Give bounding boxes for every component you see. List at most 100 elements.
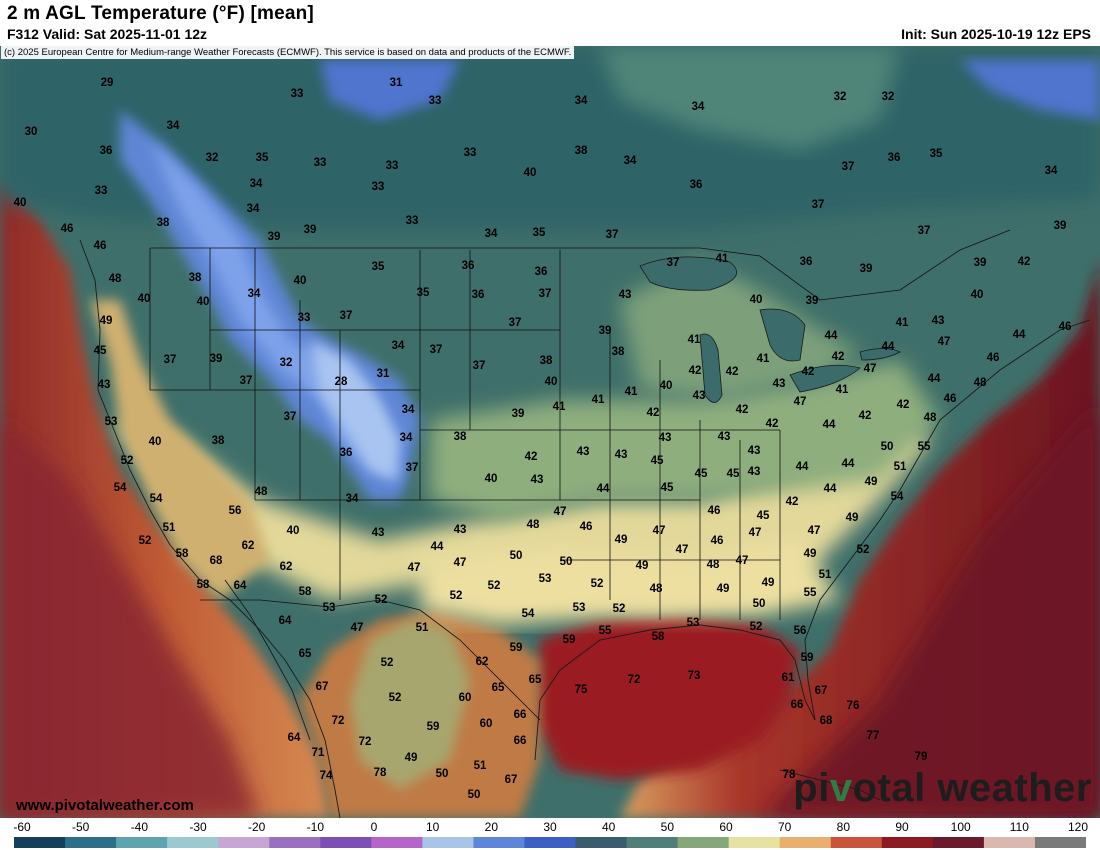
lake-michigan — [699, 333, 723, 403]
temperature-value: 43 — [748, 466, 761, 478]
temperature-value: 67 — [316, 681, 329, 693]
temperature-value: 34 — [248, 288, 261, 300]
temperature-value: 60 — [480, 718, 493, 730]
colorbar-segment — [320, 837, 372, 848]
temperature-value: 48 — [707, 559, 720, 571]
brand-part1: pi — [793, 766, 830, 810]
temperature-value: 46 — [944, 393, 957, 405]
temperature-value: 44 — [823, 419, 836, 431]
temperature-value: 35 — [372, 261, 385, 273]
temperature-value: 59 — [427, 721, 440, 733]
temperature-value: 38 — [454, 431, 467, 443]
temperature-value: 34 — [575, 95, 588, 107]
colorbar-segment — [983, 837, 1036, 848]
temperature-value: 46 — [61, 223, 74, 235]
temperature-value: 35 — [533, 227, 546, 239]
colorbar-segment — [830, 837, 883, 848]
temperature-value: 74 — [320, 770, 333, 782]
colorbar-segment — [269, 837, 321, 848]
temperature-value: 52 — [857, 544, 870, 556]
colorbar-tick: 100 — [950, 820, 971, 834]
temperature-value: 48 — [974, 377, 987, 389]
temperature-value: 79 — [915, 751, 928, 763]
temperature-value: 33 — [314, 157, 327, 169]
temperature-value: 53 — [105, 416, 118, 428]
temperature-value: 42 — [647, 407, 660, 419]
temperature-value: 54 — [114, 482, 127, 494]
temperature-value: 36 — [472, 289, 485, 301]
temperature-value: 44 — [928, 373, 941, 385]
temperature-value: 33 — [386, 160, 399, 172]
colorbar-tick: -10 — [306, 820, 324, 834]
temperature-value: 41 — [896, 317, 909, 329]
temperature-value: 47 — [351, 622, 364, 634]
colorbar-segment — [167, 837, 219, 848]
temperature-value: 53 — [687, 617, 700, 629]
colorbar-segment — [473, 837, 525, 848]
temperature-value: 68 — [820, 715, 833, 727]
temperature-map[interactable]: 29 31 33 33 34 34 32 32 30 34 36 32 35 33 33 33 38 34 36 35… — [0, 46, 1100, 818]
temperature-value: 39 — [806, 295, 819, 307]
temperature-value: 67 — [505, 774, 518, 786]
temperature-value: 39 — [599, 325, 612, 337]
temperature-value: 43 — [454, 524, 467, 536]
temperature-value: 66 — [791, 699, 804, 711]
colorbar-segment — [65, 837, 117, 848]
colorbar-tick: 0 — [370, 820, 378, 834]
temperature-value: 44 — [824, 483, 837, 495]
temperature-value: 32 — [882, 91, 895, 103]
temperature-value: 41 — [757, 353, 770, 365]
central-band — [430, 360, 940, 520]
temperature-value: 40 — [138, 293, 151, 305]
temperature-value: 48 — [650, 583, 663, 595]
colorbar-segment — [575, 837, 628, 848]
temperature-value: 40 — [750, 294, 763, 306]
colorbar-tick: -20 — [247, 820, 266, 834]
temperature-value: 47 — [676, 544, 689, 556]
temperature-value: 53 — [539, 573, 552, 585]
temperature-value: 54 — [891, 491, 904, 503]
temperature-value: 43 — [577, 446, 590, 458]
colorbar-tick: -60 — [13, 820, 31, 834]
temperature-value: 52 — [750, 621, 763, 633]
temperature-value: 47 — [454, 557, 467, 569]
temperature-value: 36 — [462, 260, 475, 272]
temperature-value: 34 — [167, 120, 180, 132]
temperature-value: 44 — [597, 483, 610, 495]
brand-part2: otal weather — [852, 766, 1092, 810]
colorbar-segment — [422, 837, 474, 848]
temperature-value: 42 — [786, 496, 799, 508]
temperature-value: 43 — [773, 378, 786, 390]
temperature-value: 61 — [782, 672, 795, 684]
colorbar-tick: -30 — [189, 820, 207, 834]
temperature-value: 38 — [540, 355, 553, 367]
temperature-value: 48 — [924, 412, 937, 424]
temperature-value: 43 — [619, 289, 632, 301]
temperature-value: 50 — [753, 598, 766, 610]
temperature-value: 34 — [402, 404, 415, 416]
temperature-value: 45 — [695, 468, 708, 480]
temperature-value: 43 — [718, 431, 731, 443]
temperature-value: 49 — [846, 512, 859, 524]
colorbar-segment — [626, 837, 679, 848]
temperature-value: 55 — [599, 625, 612, 637]
temperature-value: 47 — [938, 336, 951, 348]
website-label[interactable]: www.pivotalweather.com — [16, 797, 194, 814]
temperature-value: 32 — [280, 357, 293, 369]
temperature-value: 37 — [606, 229, 619, 241]
colorbar-segment — [371, 837, 423, 848]
temperature-value: 49 — [636, 560, 649, 572]
temperature-value: 37 — [842, 161, 855, 173]
colorbar-segment — [14, 837, 66, 848]
temperature-value: 40 — [14, 197, 27, 209]
temperature-value: 33 — [464, 147, 477, 159]
temperature-value: 43 — [659, 432, 672, 444]
temperature-value: 72 — [332, 715, 345, 727]
temperature-value: 46 — [708, 505, 721, 517]
colorbar-segment — [932, 837, 985, 848]
colorbar-strip — [14, 837, 1086, 848]
temperature-value: 37 — [667, 257, 680, 269]
temperature-value: 47 — [653, 525, 666, 537]
header: 2 m AGL Temperature (°F) [mean] F312 Val… — [0, 0, 1100, 46]
